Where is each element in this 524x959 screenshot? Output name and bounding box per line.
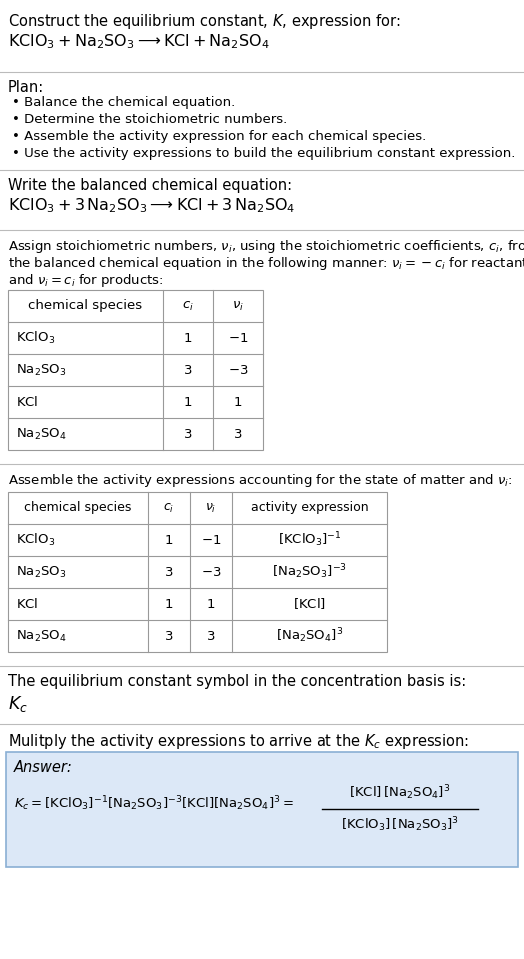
Text: Plan:: Plan: [8,80,44,95]
Text: $\mathrm{Na_2SO_4}$: $\mathrm{Na_2SO_4}$ [16,427,67,441]
Text: 3: 3 [165,629,173,643]
Text: $\mathrm{Na_2SO_3}$: $\mathrm{Na_2SO_3}$ [16,363,67,378]
Text: $\mathrm{KCl}$: $\mathrm{KCl}$ [16,395,38,409]
Text: $\mathrm{KClO_3}$: $\mathrm{KClO_3}$ [16,330,56,346]
Text: the balanced chemical equation in the following manner: $\nu_i = -c_i$ for react: the balanced chemical equation in the fo… [8,255,524,272]
Text: $c_i$: $c_i$ [163,502,174,515]
Text: Assemble the activity expressions accounting for the state of matter and $\nu_i$: Assemble the activity expressions accoun… [8,472,512,489]
Text: 3: 3 [184,428,192,440]
Text: • Determine the stoichiometric numbers.: • Determine the stoichiometric numbers. [12,113,287,126]
Text: $\mathrm{Na_2SO_3}$: $\mathrm{Na_2SO_3}$ [16,565,67,579]
Text: 1: 1 [207,597,215,611]
Text: $\mathrm{KClO_3 + Na_2SO_3 \longrightarrow KCl + Na_2SO_4}$: $\mathrm{KClO_3 + Na_2SO_3 \longrightarr… [8,32,270,51]
Text: $[\mathrm{KCl}]\,[\mathrm{Na_2SO_4}]^3$: $[\mathrm{KCl}]\,[\mathrm{Na_2SO_4}]^3$ [350,784,451,803]
Text: 1: 1 [165,597,173,611]
Text: $-1$: $-1$ [201,533,221,547]
Text: and $\nu_i = c_i$ for products:: and $\nu_i = c_i$ for products: [8,272,163,289]
Text: 1: 1 [234,395,242,409]
Bar [6,752,518,867]
Text: $\mathrm{Na_2SO_4}$: $\mathrm{Na_2SO_4}$ [16,628,67,643]
Text: 3: 3 [207,629,215,643]
Text: Answer:: Answer: [14,760,73,775]
Text: $c_i$: $c_i$ [182,299,194,313]
Text: $[\mathrm{KCl}]$: $[\mathrm{KCl}]$ [293,596,326,612]
Text: 3: 3 [165,566,173,578]
Text: chemical species: chemical species [24,502,132,514]
Text: $K_c$: $K_c$ [8,694,28,714]
Bar [8,290,263,450]
Text: $\mathrm{KClO_3 + 3\,Na_2SO_3 \longrightarrow KCl + 3\,Na_2SO_4}$: $\mathrm{KClO_3 + 3\,Na_2SO_3 \longright… [8,196,296,215]
Text: Write the balanced chemical equation:: Write the balanced chemical equation: [8,178,292,193]
Text: $\mathrm{KClO_3}$: $\mathrm{KClO_3}$ [16,532,56,548]
Text: $-3$: $-3$ [228,363,248,377]
Text: Mulitply the activity expressions to arrive at the $K_c$ expression:: Mulitply the activity expressions to arr… [8,732,469,751]
Text: • Use the activity expressions to build the equilibrium constant expression.: • Use the activity expressions to build … [12,147,516,160]
Bar [8,492,387,652]
Text: The equilibrium constant symbol in the concentration basis is:: The equilibrium constant symbol in the c… [8,674,466,689]
Text: $-1$: $-1$ [228,332,248,344]
Text: $[\mathrm{Na_2SO_4}]^3$: $[\mathrm{Na_2SO_4}]^3$ [276,626,343,645]
Text: $[\mathrm{KClO_3}]\,[\mathrm{Na_2SO_3}]^3$: $[\mathrm{KClO_3}]\,[\mathrm{Na_2SO_3}]^… [341,816,459,834]
Text: $[\mathrm{KClO_3}]^{-1}$: $[\mathrm{KClO_3}]^{-1}$ [278,530,341,550]
Text: $-3$: $-3$ [201,566,221,578]
Text: $\nu_i$: $\nu_i$ [205,502,217,515]
Text: 3: 3 [234,428,242,440]
Text: • Assemble the activity expression for each chemical species.: • Assemble the activity expression for e… [12,130,426,143]
Text: • Balance the chemical equation.: • Balance the chemical equation. [12,96,235,109]
Text: Construct the equilibrium constant, $K$, expression for:: Construct the equilibrium constant, $K$,… [8,12,401,31]
Text: 1: 1 [184,395,192,409]
Text: $[\mathrm{Na_2SO_3}]^{-3}$: $[\mathrm{Na_2SO_3}]^{-3}$ [272,563,347,581]
Text: Assign stoichiometric numbers, $\nu_i$, using the stoichiometric coefficients, $: Assign stoichiometric numbers, $\nu_i$, … [8,238,524,255]
Text: $\mathrm{KCl}$: $\mathrm{KCl}$ [16,597,38,611]
Text: $\nu_i$: $\nu_i$ [232,299,244,313]
Text: activity expression: activity expression [250,502,368,514]
Text: $K_c = [\mathrm{KClO_3}]^{-1}[\mathrm{Na_2SO_3}]^{-3}[\mathrm{KCl}][\mathrm{Na_2: $K_c = [\mathrm{KClO_3}]^{-1}[\mathrm{Na… [14,795,294,813]
Text: 3: 3 [184,363,192,377]
Text: 1: 1 [184,332,192,344]
Text: chemical species: chemical species [28,299,143,313]
Text: 1: 1 [165,533,173,547]
